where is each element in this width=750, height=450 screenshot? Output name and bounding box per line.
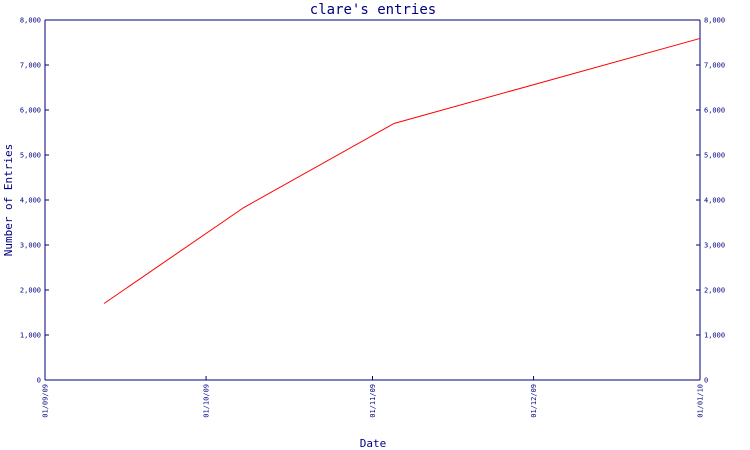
x-tick-label: 01/10/09 — [203, 384, 211, 418]
x-tick-label: 01/09/09 — [42, 384, 50, 418]
x-axis-ticks: 01/09/09 01/10/09 01/11/09 01/12/09 01/01/10 — [42, 376, 705, 418]
x-tick-label: 01/12/09 — [530, 384, 538, 418]
y-tick-label-right: 4,000 — [704, 197, 725, 205]
y-tick-label-left: 7,000 — [20, 62, 41, 70]
y-axis-ticks: 0 0 1,000 1,000 2,000 2,000 3,000 3,000 4,000 4,0… — [20, 17, 725, 385]
y-axis-label: Number of Entries — [2, 144, 15, 257]
series-line — [103, 37, 701, 304]
y-tick-label-right: 5,000 — [704, 152, 725, 160]
y-tick-label-left: 4,000 — [20, 197, 41, 205]
y-tick-label-left: 6,000 — [20, 107, 41, 115]
x-tick-label: 01/01/10 — [697, 384, 705, 418]
y-tick-label-right: 6,000 — [704, 107, 725, 115]
series-group — [103, 37, 701, 304]
y-tick-label-left: 2,000 — [20, 287, 41, 295]
y-tick-label-right: 0 — [704, 377, 708, 385]
y-tick-label-right: 8,000 — [704, 17, 725, 25]
chart-title: clare's entries — [310, 2, 436, 18]
y-tick-label-left: 3,000 — [20, 242, 41, 250]
y-tick-label-left: 1,000 — [20, 332, 41, 340]
y-tick-label-left: 5,000 — [20, 152, 41, 160]
x-axis-label: Date — [360, 437, 387, 450]
plot-frame — [44, 19, 701, 381]
y-tick-label-left: 8,000 — [20, 17, 41, 25]
y-tick-label-right: 2,000 — [704, 287, 725, 295]
y-tick-label-left: 0 — [37, 377, 41, 385]
x-tick-label: 01/11/09 — [369, 384, 377, 418]
y-tick-label-right: 7,000 — [704, 62, 725, 70]
y-tick-label-right: 1,000 — [704, 332, 725, 340]
y-tick-label-right: 3,000 — [704, 242, 725, 250]
